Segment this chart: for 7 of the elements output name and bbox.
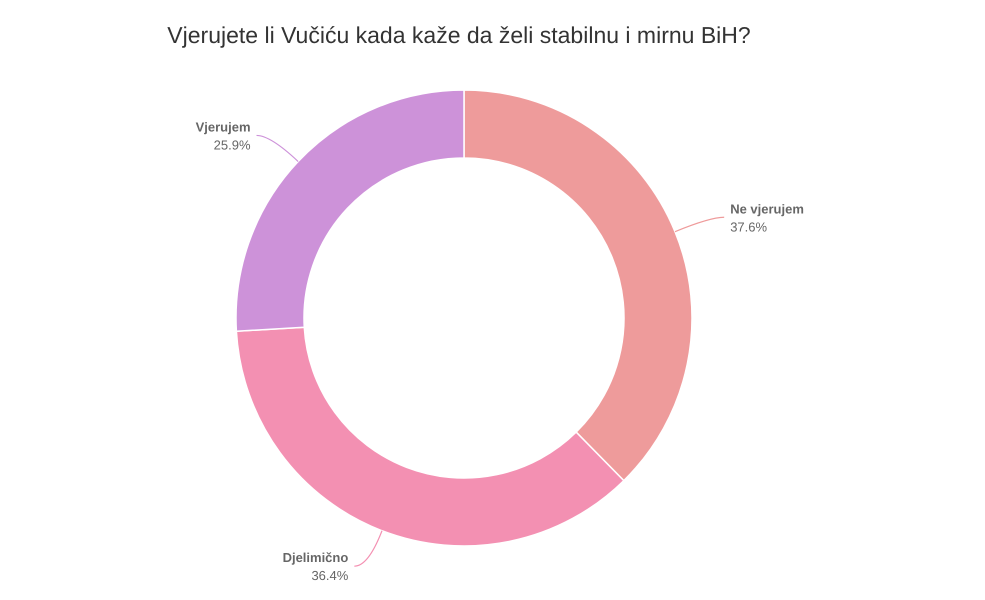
- data-label: 37.6%: [730, 219, 768, 234]
- slice-label: Djelimično: [282, 550, 348, 566]
- data-label: 25.9%: [214, 137, 251, 152]
- chart-title: Vjerujete li Vučiću kada kaže da želi stabilnu i mirnu BiH?: [166, 22, 752, 49]
- data-label: 36.4%: [311, 568, 349, 584]
- slice-label: Vjerujem: [196, 119, 251, 134]
- slice-label: Ne vjerujem: [730, 201, 804, 216]
